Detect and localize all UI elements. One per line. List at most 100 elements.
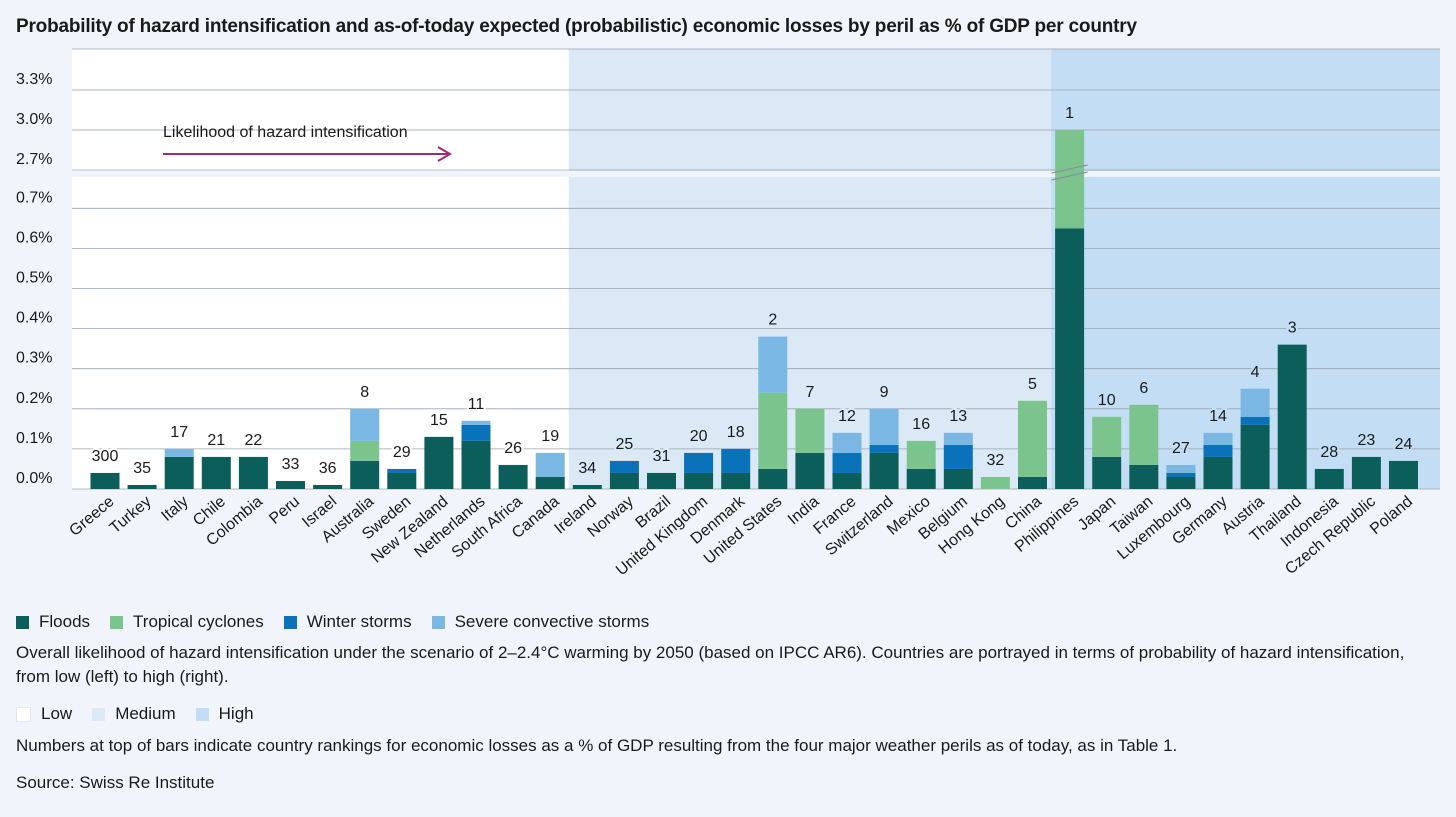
legend-floods: Floods	[16, 612, 90, 632]
bar-switzerland-floods	[869, 452, 899, 489]
ranking-label-poland: 24	[1395, 436, 1413, 453]
ranking-label-taiwan: 6	[1139, 380, 1148, 397]
bar-norway-winter-storms	[609, 460, 639, 473]
axis-break-mark	[1051, 171, 1088, 181]
stacked-bar-chart: 0.0% 0.1% 0.2% 0.3% 0.4% 0.5% 0.6% 0.7% 2.7% 3.0%…	[16, 48, 1440, 580]
legend-label-severe-convective-storms: Severe convective storms	[454, 612, 650, 631]
y-tick-label: 0.7%	[16, 189, 52, 206]
bar-mexico-tropical-cyclones	[906, 440, 936, 469]
ranking-label-south-africa: 26	[504, 440, 522, 457]
bar-mexico-floods	[906, 468, 936, 489]
legend-swatch-winter-storms	[283, 615, 297, 629]
ranking-label-mexico: 16	[912, 416, 930, 433]
bar-denmark-floods	[721, 472, 751, 489]
bar-hong-kong-tropical-cyclones	[980, 476, 1010, 489]
ranking-label-luxembourg: 27	[1172, 440, 1190, 457]
legend-swatch-floods	[16, 615, 29, 629]
ranking-label-colombia: 22	[245, 432, 263, 449]
bar-italy-severe-convective-storms	[164, 448, 194, 457]
bar-taiwan-floods	[1129, 464, 1159, 489]
bar-france-winter-storms	[832, 452, 862, 473]
ranking-label-turkey: 35	[133, 460, 151, 477]
likelihood-legend: Low Medium High	[16, 704, 274, 724]
axis-break-mark	[1051, 164, 1088, 174]
bar-canada-floods	[535, 476, 565, 489]
legend-label-floods: Floods	[39, 612, 91, 631]
legend-swatch-medium	[92, 707, 106, 721]
bar-united-kingdom-floods	[684, 472, 714, 489]
ranking-label-norway: 25	[616, 436, 634, 453]
bar-thailand-floods	[1277, 344, 1307, 489]
ranking-label-chile: 21	[207, 432, 225, 449]
ranking-label-peru: 33	[282, 456, 300, 473]
bar-india-floods	[795, 452, 825, 489]
bar-new-zealand-floods	[424, 436, 454, 489]
y-tick-label: 0.3%	[16, 350, 52, 367]
bar-philippines-floods	[1055, 228, 1085, 489]
likelihood-annotation: Likelihood of hazard intensification	[163, 124, 408, 141]
likelihood-arrow-head	[437, 146, 452, 162]
bar-canada-severe-convective-storms	[535, 452, 565, 477]
legend-swatch-high	[195, 707, 209, 721]
bar-japan-floods	[1092, 456, 1122, 489]
ranking-label-australia: 8	[360, 384, 369, 401]
ranking-label-thailand: 3	[1288, 320, 1297, 337]
bar-ireland-floods	[572, 484, 602, 489]
legend-low: Low	[16, 704, 72, 724]
bar-germany-floods	[1203, 456, 1233, 489]
legend-severe-convective-storms: Severe convective storms	[431, 612, 650, 632]
y-tick-label: 0.0%	[16, 470, 52, 487]
legend-tropical-cyclones: Tropical cyclones	[110, 612, 264, 632]
bar-australia-tropical-cyclones	[350, 440, 380, 461]
bar-united-states-severe-convective-storms	[758, 336, 788, 393]
bar-philippines-tropical-cyclones	[1055, 130, 1085, 229]
bar-greece-floods	[90, 472, 120, 489]
ranking-label-japan: 10	[1098, 392, 1116, 409]
chart-title: Probability of hazard intensification an…	[16, 16, 1137, 37]
bar-united-kingdom-winter-storms	[684, 452, 714, 473]
ranking-label-indonesia: 28	[1320, 444, 1338, 461]
y-tick-label: 3.3%	[16, 71, 52, 88]
bar-france-floods	[832, 472, 862, 489]
legend-label-low: Low	[41, 704, 73, 723]
bar-switzerland-severe-convective-storms	[869, 408, 899, 445]
bar-sweden-winter-storms	[387, 468, 417, 473]
bar-colombia-floods	[238, 456, 268, 489]
bar-denmark-winter-storms	[721, 448, 751, 473]
bar-peru-floods	[276, 480, 305, 489]
y-tick-label: 0.2%	[16, 390, 52, 407]
legend-swatch-severe-convective-storms	[431, 615, 445, 629]
legend-label-winter-storms: Winter storms	[306, 612, 412, 631]
bar-indonesia-floods	[1314, 468, 1344, 489]
ranking-label-austria: 4	[1251, 364, 1260, 381]
bar-luxembourg-floods	[1166, 476, 1196, 489]
legend-swatch-low	[16, 706, 31, 722]
bar-poland-floods	[1389, 460, 1418, 489]
legend-winter-storms: Winter storms	[283, 612, 412, 632]
bar-belgium-floods	[943, 468, 973, 489]
bar-luxembourg-severe-convective-storms	[1166, 464, 1196, 473]
bar-japan-tropical-cyclones	[1092, 416, 1122, 457]
y-tick-label: 0.4%	[16, 310, 52, 327]
ranking-label-hong-kong: 32	[987, 452, 1005, 469]
source-note: Source: Swiss Re Institute	[16, 773, 215, 792]
bar-belgium-severe-convective-storms	[943, 432, 973, 445]
bar-sweden-floods	[387, 472, 417, 489]
y-tick-label: 2.7%	[16, 151, 52, 168]
bar-germany-winter-storms	[1203, 444, 1233, 457]
bar-israel-floods	[313, 484, 343, 489]
ranking-label-philippines: 1	[1065, 105, 1074, 122]
ranking-label-canada: 19	[541, 428, 559, 445]
ranking-label-china: 5	[1028, 376, 1037, 393]
bar-austria-floods	[1240, 424, 1270, 489]
peril-legend: Floods Tropical cyclones Winter storms S…	[16, 612, 669, 632]
legend-swatch-tropical-cyclones	[110, 615, 124, 629]
zone-low	[72, 49, 569, 489]
bar-belgium-winter-storms	[943, 444, 973, 469]
bar-france-severe-convective-storms	[832, 432, 862, 453]
legend-medium: Medium	[92, 704, 176, 724]
bar-united-states-tropical-cyclones	[758, 392, 788, 469]
ranking-label-italy: 17	[170, 424, 188, 441]
ranking-label-czech-republic: 23	[1358, 432, 1376, 449]
ranking-label-germany: 14	[1209, 408, 1227, 425]
